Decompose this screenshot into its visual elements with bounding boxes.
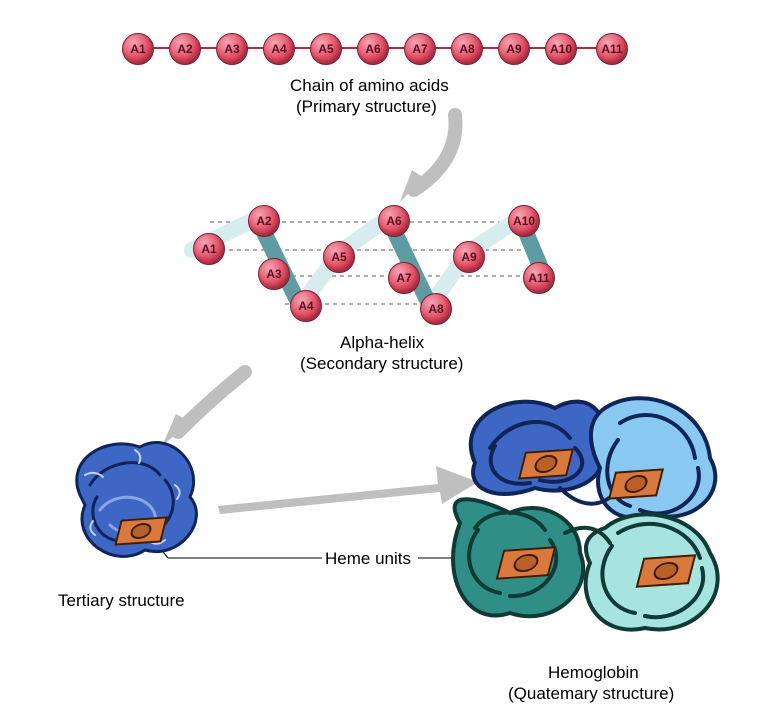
amino-acid-bead: A7 [388,262,420,294]
tertiary-heme [114,516,168,545]
amino-acid-bead: A6 [378,205,410,237]
amino-acid-bead: A7 [404,33,436,65]
primary-caption-line1: Chain of amino acids [290,75,449,96]
amino-acid-bead: A10 [508,205,540,237]
amino-acid-bead: A2 [169,33,201,65]
quaternary-caption-line1: Hemoglobin [548,662,639,683]
amino-acid-bead: A9 [498,33,530,65]
amino-acid-bead: A8 [451,33,483,65]
tertiary-caption: Tertiary structure [58,590,185,611]
amino-acid-bead: A1 [122,33,154,65]
heme-label: Heme units [325,548,411,569]
amino-acid-bead: A1 [193,233,225,265]
amino-acid-bead: A6 [357,33,389,65]
amino-acid-bead: A10 [545,33,577,65]
amino-acid-bead: A2 [248,205,280,237]
amino-acid-bead: A3 [258,258,290,290]
quaternary-caption-line2: (Quatemary structure) [508,683,674,704]
amino-acid-bead: A4 [263,33,295,65]
secondary-caption-line1: Alpha-helix [340,332,424,353]
amino-acid-bead: A8 [420,293,452,325]
heme-unit [496,546,557,580]
heme-unit [518,448,574,479]
amino-acid-bead: A9 [453,241,485,273]
amino-acid-bead: A5 [323,241,355,273]
secondary-caption-line2: (Secondary structure) [300,353,463,374]
primary-caption-line2: (Primary structure) [296,96,437,117]
amino-acid-bead: A11 [523,262,555,294]
amino-acid-bead: A3 [216,33,248,65]
amino-acid-bead: A11 [596,33,628,65]
amino-acid-bead: A4 [290,290,322,322]
amino-acid-bead: A5 [310,33,342,65]
heme-unit [636,554,697,588]
diagram-stage: A1A2A3A4A5A6A7A8A9A10A11 Chain of amino … [0,0,774,713]
heme-unit [608,468,664,499]
